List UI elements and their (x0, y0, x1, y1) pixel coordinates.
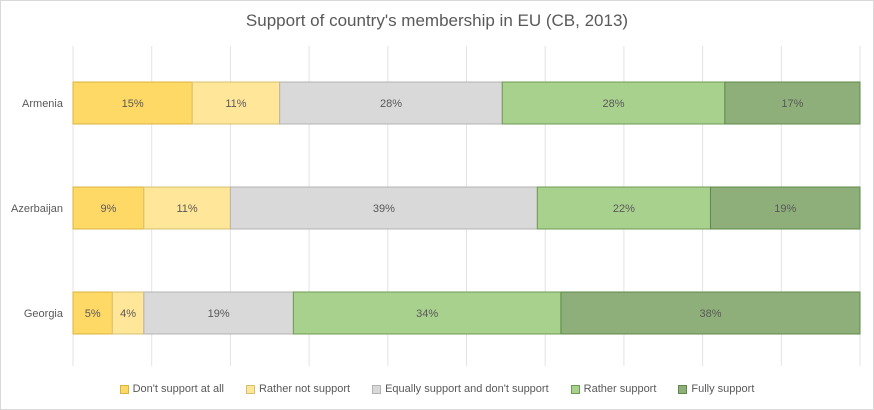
legend: Don't support at all Rather not support Eq… (1, 383, 873, 395)
legend-label: Don't support at all (132, 383, 224, 395)
data-label: 15% (122, 98, 144, 110)
data-label: 39% (373, 203, 395, 215)
legend-item: Fully support (678, 383, 754, 395)
bar-segment (279, 81, 503, 125)
data-label: 19% (208, 308, 230, 320)
data-label: 28% (603, 98, 625, 110)
category-label: Armenia (22, 98, 64, 110)
bar-segment (560, 291, 861, 335)
data-label: 9% (100, 203, 116, 215)
data-label: 4% (120, 308, 136, 320)
data-label: 19% (774, 203, 796, 215)
legend-swatch (245, 384, 255, 394)
data-label: 17% (781, 98, 803, 110)
bar-segment (191, 81, 281, 125)
bar-segment (501, 81, 726, 125)
data-label: 5% (85, 308, 101, 320)
data-label: 38% (699, 308, 721, 320)
legend-item: Equally support and don't support (372, 383, 549, 395)
legend-label: Rather support (583, 383, 657, 395)
category-label: Georgia (24, 308, 64, 320)
legend-label: Fully support (691, 383, 755, 395)
legend-swatch (678, 384, 688, 394)
bar-segment (536, 186, 711, 230)
bar-segment (111, 291, 145, 335)
legend-label: Equally support and don't support (385, 383, 549, 395)
data-label: 22% (613, 203, 635, 215)
data-label: 34% (416, 308, 438, 320)
bar-segment (72, 291, 113, 335)
bar-segment (724, 81, 861, 125)
bar-segment (143, 186, 231, 230)
legend-item: Rather support (570, 383, 657, 395)
bar-segment (709, 186, 861, 230)
chart-title: Support of country's membership in EU (C… (245, 11, 629, 30)
data-label: 11% (225, 98, 246, 110)
legend-item: Rather not support (245, 383, 351, 395)
legend-item: Don't support at all (119, 383, 224, 395)
bar-segment (229, 186, 538, 230)
category-label: Azerbaijan (11, 203, 63, 215)
legend-swatch (372, 384, 382, 394)
data-label: 28% (380, 98, 402, 110)
legend-label: Rather not support (258, 383, 351, 395)
bar-segment (72, 81, 193, 125)
legend-swatch (570, 384, 580, 394)
data-label: 11% (177, 203, 198, 215)
legend-swatch (119, 384, 129, 394)
